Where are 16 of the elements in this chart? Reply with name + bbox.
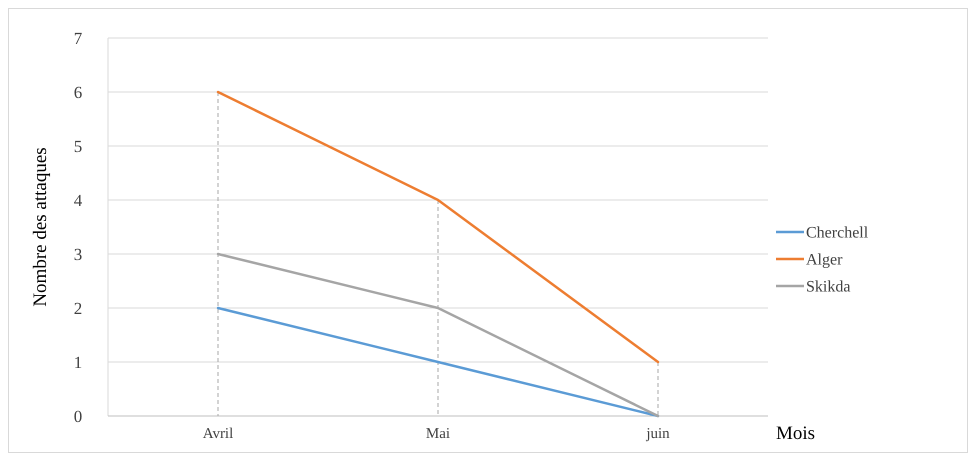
y-tick-label: 5 (74, 136, 82, 156)
legend-label: Skikda (806, 278, 850, 296)
legend-label: Alger (806, 252, 844, 269)
legend-label: Cherchell (806, 224, 869, 242)
y-tick-label: 1 (74, 352, 82, 372)
x-tick-label: juin (645, 426, 670, 442)
x-tick-label: Avril (202, 426, 234, 442)
x-tick-label: Mai (426, 426, 450, 442)
x-axis-title: Mois (776, 423, 816, 444)
y-tick-label: 3 (74, 244, 82, 264)
y-tick-label: 7 (74, 28, 83, 48)
y-axis-title: Nombre des attaques (30, 147, 51, 307)
y-tick-label: 6 (74, 82, 82, 102)
y-tick-label: 4 (74, 190, 83, 210)
y-tick-label: 2 (74, 298, 82, 318)
y-tick-label: 0 (74, 406, 82, 426)
